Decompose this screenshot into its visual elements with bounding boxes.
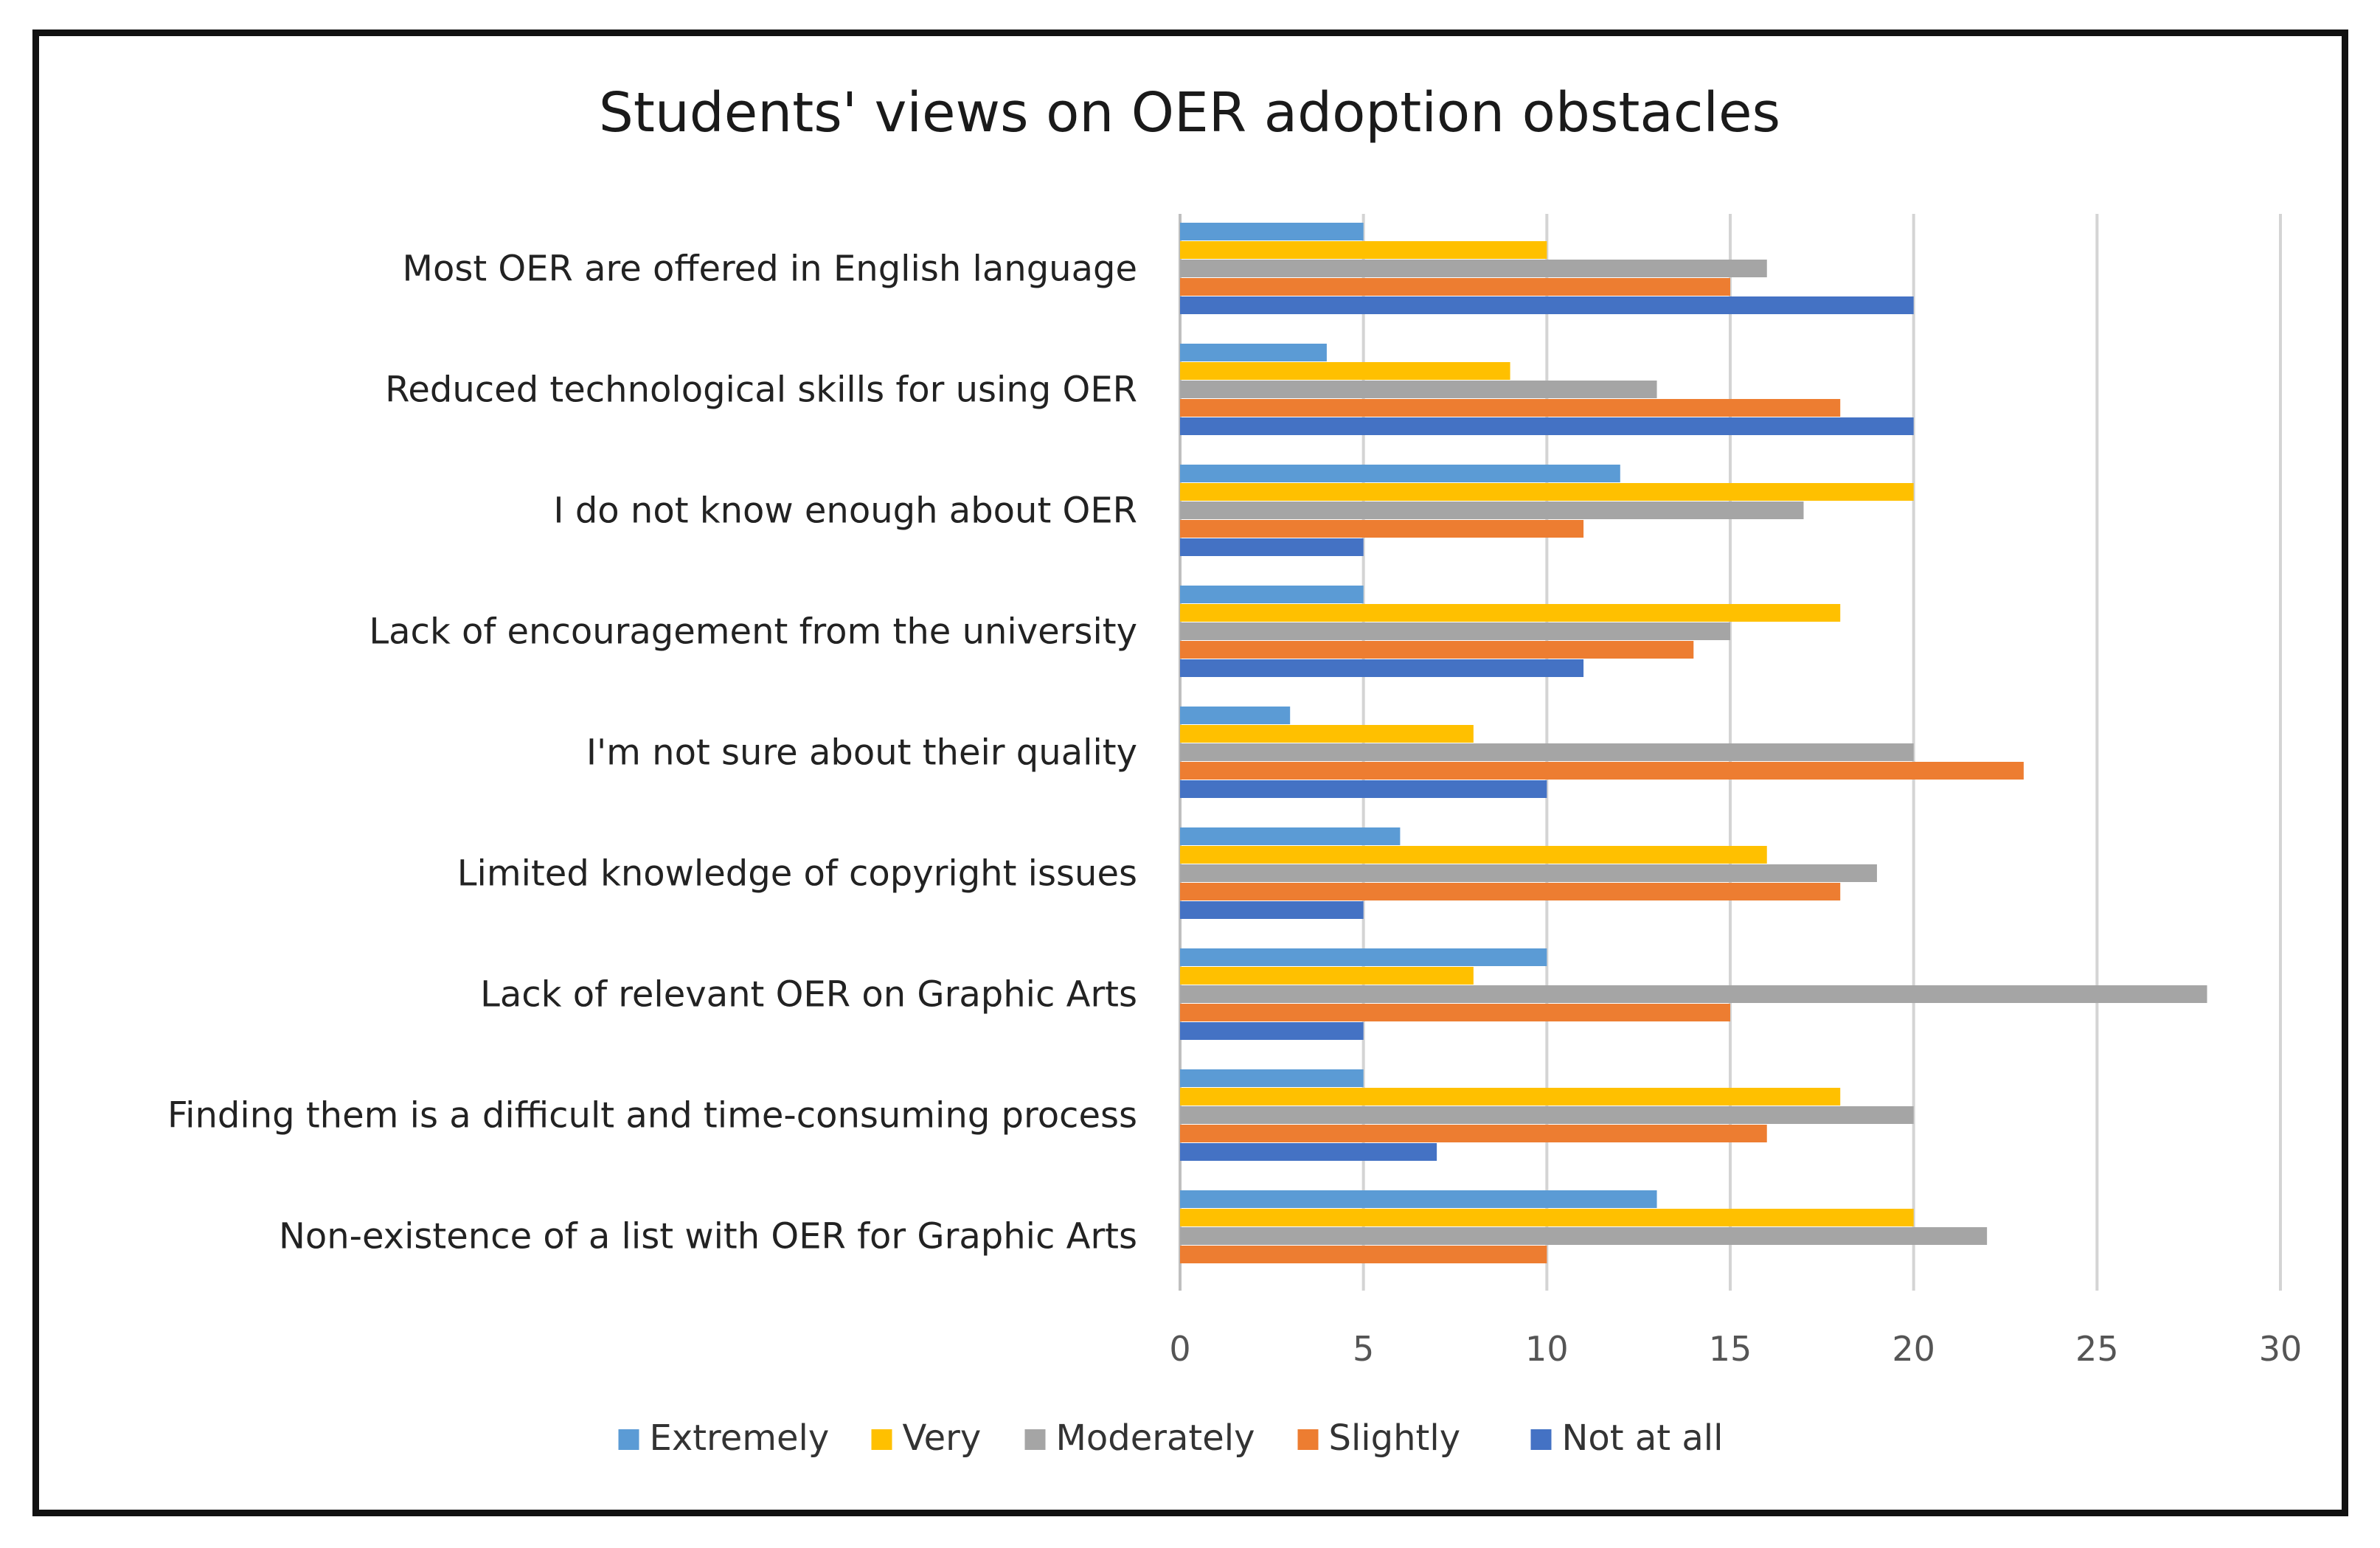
legend-swatch-slightly xyxy=(1297,1429,1319,1450)
x-tick-label-30: 30 xyxy=(2259,1329,2303,1369)
bar-extremely-2 xyxy=(1180,344,1327,361)
bar-moderately-6 xyxy=(1180,864,1877,882)
legend-label-moderately: Moderately xyxy=(1056,1417,1255,1459)
bar-slightly-3 xyxy=(1180,520,1584,538)
category-labels: Most OER are offered in English language… xyxy=(167,249,1137,1257)
legend-swatch-very xyxy=(871,1429,892,1450)
bar-group-lack-of-encouragement-from-the-university xyxy=(1180,586,1841,677)
chart-title: Students' views on OER adoption obstacle… xyxy=(599,81,1780,145)
bar-group-reduced-technological-skills-for-using-oer xyxy=(1180,344,1914,435)
bar-very-7 xyxy=(1180,967,1474,985)
x-tick-label-10: 10 xyxy=(1525,1329,1569,1369)
bar-slightly-6 xyxy=(1180,883,1841,900)
bar-extremely-3 xyxy=(1180,465,1620,482)
bar-slightly-5 xyxy=(1180,762,2024,780)
x-tick-label-5: 5 xyxy=(1353,1329,1374,1369)
bar-group-non-existence-of-a-list-with-oer-for-graphic-arts xyxy=(1180,1190,1988,1263)
bar-moderately-5 xyxy=(1180,743,1914,761)
bar-very-3 xyxy=(1180,483,1914,501)
bar-not-at-all-2 xyxy=(1180,417,1914,435)
category-label-5: I'm not sure about their quality xyxy=(586,732,1137,774)
bar-group-finding-them-is-a-difficult-and-time-consuming-process xyxy=(1180,1069,1914,1161)
bar-extremely-6 xyxy=(1180,827,1401,845)
bar-not-at-all-6 xyxy=(1180,901,1364,919)
x-tick-label-25: 25 xyxy=(2075,1329,2119,1369)
bar-extremely-5 xyxy=(1180,707,1291,724)
bars xyxy=(1180,223,2207,1263)
bar-very-6 xyxy=(1180,846,1767,864)
bar-moderately-8 xyxy=(1180,1106,1914,1124)
bar-slightly-2 xyxy=(1180,399,1841,417)
bar-very-5 xyxy=(1180,725,1474,743)
bar-slightly-8 xyxy=(1180,1125,1767,1142)
legend-item-moderately: Moderately xyxy=(1024,1417,1255,1459)
bar-extremely-8 xyxy=(1180,1069,1364,1087)
legend-label-very: Very xyxy=(903,1417,982,1459)
category-label-1: Most OER are offered in English language xyxy=(403,249,1137,290)
category-label-2: Reduced technological skills for using O… xyxy=(385,369,1137,411)
bar-moderately-2 xyxy=(1180,381,1657,398)
bar-very-4 xyxy=(1180,604,1841,622)
bar-slightly-4 xyxy=(1180,641,1694,659)
bar-extremely-9 xyxy=(1180,1190,1657,1208)
bar-very-8 xyxy=(1180,1088,1841,1106)
bar-slightly-7 xyxy=(1180,1004,1730,1021)
legend-swatch-extremely xyxy=(618,1429,639,1450)
legend-label-not-at-all: Not at all xyxy=(1562,1417,1724,1459)
bar-not-at-all-1 xyxy=(1180,296,1914,314)
bar-very-2 xyxy=(1180,362,1510,380)
legend-item-extremely: Extremely xyxy=(618,1417,830,1459)
legend-swatch-not-at-all xyxy=(1530,1429,1552,1450)
category-label-8: Finding them is a difficult and time-con… xyxy=(167,1095,1137,1136)
bar-group-i-m-not-sure-about-their-quality xyxy=(1180,707,2024,798)
bar-moderately-7 xyxy=(1180,985,2207,1003)
x-tick-label-20: 20 xyxy=(1892,1329,1935,1369)
bar-not-at-all-3 xyxy=(1180,538,1364,556)
bar-not-at-all-7 xyxy=(1180,1022,1364,1040)
category-label-6: Limited knowledge of copyright issues xyxy=(457,853,1137,895)
category-label-4: Lack of encouragement from the universit… xyxy=(369,611,1137,653)
bar-not-at-all-4 xyxy=(1180,659,1584,677)
bar-moderately-4 xyxy=(1180,622,1730,640)
bar-moderately-9 xyxy=(1180,1227,1988,1245)
legend-swatch-moderately xyxy=(1024,1429,1046,1450)
bar-moderately-1 xyxy=(1180,260,1767,277)
bar-extremely-4 xyxy=(1180,586,1364,603)
x-tick-label-15: 15 xyxy=(1709,1329,1752,1369)
bar-very-1 xyxy=(1180,241,1547,259)
bar-group-limited-knowledge-of-copyright-issues xyxy=(1180,827,1877,919)
x-tick-label-0: 0 xyxy=(1169,1329,1190,1369)
bar-group-i-do-not-know-enough-about-oer xyxy=(1180,465,1914,556)
legend: Extremely Very Moderately Slightly Not at al… xyxy=(618,1417,1724,1459)
category-label-7: Lack of relevant OER on Graphic Arts xyxy=(480,974,1137,1016)
legend-label-extremely: Extremely xyxy=(650,1417,830,1459)
legend-item-slightly: Slightly xyxy=(1297,1417,1461,1459)
bar-moderately-3 xyxy=(1180,501,1804,519)
bar-slightly-1 xyxy=(1180,278,1730,296)
bar-very-9 xyxy=(1180,1209,1914,1226)
legend-item-very: Very xyxy=(871,1417,982,1459)
bar-slightly-9 xyxy=(1180,1246,1547,1263)
category-label-9: Non-existence of a list with OER for Gra… xyxy=(279,1216,1137,1257)
legend-item-not-at-all: Not at all xyxy=(1530,1417,1724,1459)
legend-label-slightly: Slightly xyxy=(1329,1417,1461,1459)
bar-extremely-1 xyxy=(1180,223,1364,240)
category-label-3: I do not know enough about OER xyxy=(553,490,1137,532)
bar-not-at-all-5 xyxy=(1180,780,1547,798)
bar-group-most-oer-are-offered-in-english-language xyxy=(1180,223,1914,314)
bar-group-lack-of-relevant-oer-on-graphic-arts xyxy=(1180,948,2207,1040)
bar-not-at-all-8 xyxy=(1180,1143,1437,1161)
bar-extremely-7 xyxy=(1180,948,1547,966)
x-axis-ticks: 0 5 10 15 20 25 30 xyxy=(1169,1329,2302,1369)
